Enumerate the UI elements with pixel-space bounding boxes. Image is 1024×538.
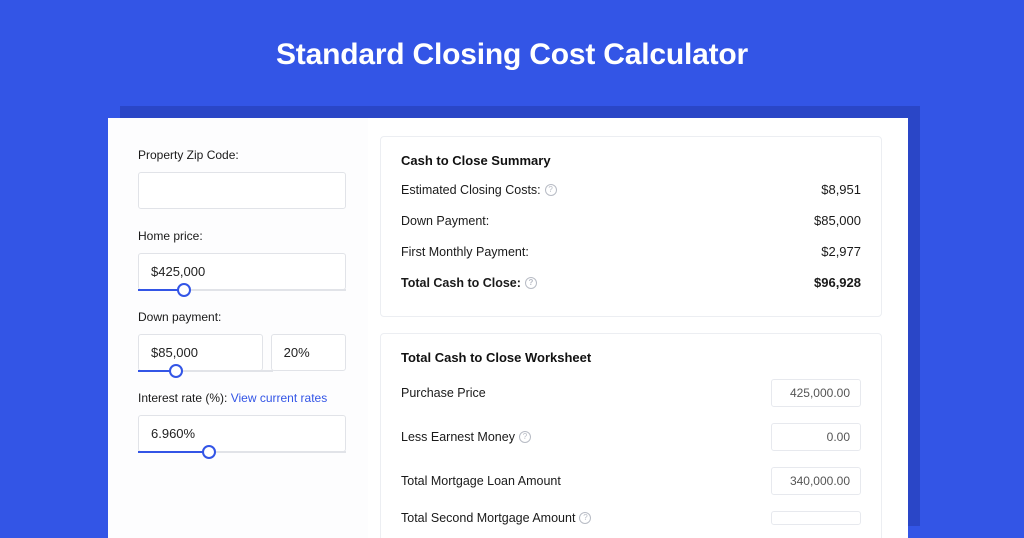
- summary-row-label-text: Estimated Closing Costs:: [401, 183, 541, 197]
- worksheet-row-value[interactable]: [771, 511, 861, 525]
- summary-row: Total Cash to Close:? $96,928: [401, 275, 861, 290]
- summary-row-label-text: Down Payment:: [401, 214, 489, 228]
- summary-row-value: $8,951: [821, 182, 861, 197]
- worksheet-row-value[interactable]: 425,000.00: [771, 379, 861, 407]
- down-payment-slider-wrap: [138, 334, 346, 371]
- down-payment-input[interactable]: [138, 334, 263, 371]
- calculator-card: Property Zip Code: Home price: Down paym…: [108, 118, 908, 538]
- interest-label-text: Interest rate (%):: [138, 391, 227, 405]
- worksheet-row: Total Second Mortgage Amount?: [401, 511, 861, 525]
- interest-label: Interest rate (%): View current rates: [138, 391, 346, 405]
- worksheet-row: Less Earnest Money? 0.00: [401, 423, 861, 451]
- summary-row-value: $96,928: [814, 275, 861, 290]
- summary-row-label: First Monthly Payment:: [401, 245, 529, 259]
- interest-input[interactable]: [138, 415, 346, 452]
- interest-slider-wrap: [138, 415, 346, 452]
- home-price-label: Home price:: [138, 229, 346, 243]
- home-price-slider-thumb[interactable]: [177, 283, 191, 297]
- summary-row: First Monthly Payment: $2,977: [401, 244, 861, 259]
- summary-row-value: $85,000: [814, 213, 861, 228]
- down-payment-pct-input[interactable]: [271, 334, 346, 371]
- zip-input[interactable]: [138, 172, 346, 209]
- page-title: Standard Closing Cost Calculator: [0, 0, 1024, 94]
- summary-box: Cash to Close Summary Estimated Closing …: [380, 136, 882, 317]
- home-price-slider-wrap: [138, 253, 346, 290]
- worksheet-row: Total Mortgage Loan Amount 340,000.00: [401, 467, 861, 495]
- help-icon[interactable]: ?: [525, 277, 537, 289]
- summary-row-label-text: First Monthly Payment:: [401, 245, 529, 259]
- worksheet-row: Purchase Price 425,000.00: [401, 379, 861, 407]
- interest-slider-fill: [138, 451, 209, 453]
- help-icon[interactable]: ?: [579, 512, 591, 524]
- summary-row-value: $2,977: [821, 244, 861, 259]
- summary-heading: Cash to Close Summary: [401, 153, 861, 168]
- summary-row-label: Total Cash to Close:?: [401, 276, 537, 290]
- worksheet-row-label-text: Total Second Mortgage Amount: [401, 511, 575, 525]
- worksheet-row-label-text: Purchase Price: [401, 386, 486, 400]
- worksheet-row-value[interactable]: 340,000.00: [771, 467, 861, 495]
- down-payment-label: Down payment:: [138, 310, 346, 324]
- summary-row: Estimated Closing Costs:? $8,951: [401, 182, 861, 197]
- worksheet-heading: Total Cash to Close Worksheet: [401, 350, 861, 365]
- worksheet-row-value[interactable]: 0.00: [771, 423, 861, 451]
- worksheet-row-label: Total Second Mortgage Amount?: [401, 511, 591, 525]
- interest-slider-thumb[interactable]: [202, 445, 216, 459]
- summary-row-label: Estimated Closing Costs:?: [401, 183, 557, 197]
- worksheet-row-label-text: Less Earnest Money: [401, 430, 515, 444]
- summary-row: Down Payment: $85,000: [401, 213, 861, 228]
- view-rates-link[interactable]: View current rates: [231, 391, 328, 405]
- worksheet-box: Total Cash to Close Worksheet Purchase P…: [380, 333, 882, 538]
- zip-label: Property Zip Code:: [138, 148, 346, 162]
- help-icon[interactable]: ?: [545, 184, 557, 196]
- inputs-panel: Property Zip Code: Home price: Down paym…: [108, 118, 368, 538]
- help-icon[interactable]: ?: [519, 431, 531, 443]
- worksheet-row-label-text: Total Mortgage Loan Amount: [401, 474, 561, 488]
- down-payment-slider-thumb[interactable]: [169, 364, 183, 378]
- summary-row-label-text: Total Cash to Close:: [401, 276, 521, 290]
- results-panel: Cash to Close Summary Estimated Closing …: [368, 118, 908, 538]
- home-price-input[interactable]: [138, 253, 346, 290]
- worksheet-row-label: Total Mortgage Loan Amount: [401, 474, 561, 488]
- worksheet-row-label: Less Earnest Money?: [401, 430, 531, 444]
- summary-row-label: Down Payment:: [401, 214, 489, 228]
- worksheet-row-label: Purchase Price: [401, 386, 486, 400]
